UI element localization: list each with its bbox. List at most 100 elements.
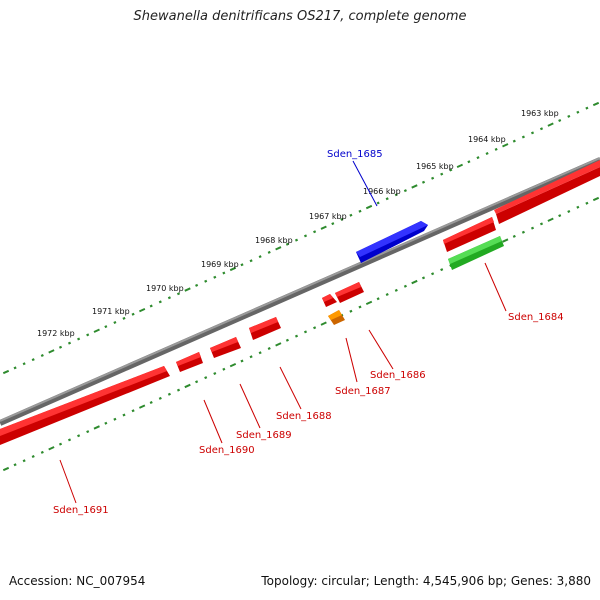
leader-sden-1685 [352, 160, 378, 207]
outer-tick [421, 180, 426, 184]
outer-tick [77, 337, 81, 341]
kbp-label-1968: 1968 kbp [255, 236, 293, 245]
inner-tick [104, 421, 108, 425]
outer-tick [13, 366, 17, 370]
outer-tick [167, 296, 171, 300]
leader-sden-1686 [368, 329, 394, 370]
kbp-label-1965: 1965 kbp [416, 162, 454, 171]
inner-tick [204, 376, 208, 380]
outer-tick [195, 283, 199, 287]
inner-tick [502, 238, 509, 243]
outer-tick [385, 197, 389, 201]
leader-sden-1690 [203, 399, 223, 444]
gene-sden-1688[interactable] [249, 317, 281, 340]
gene-sden-1684[interactable] [443, 217, 496, 252]
inner-tick [267, 346, 271, 351]
inner-tick [411, 279, 418, 285]
inner-tick [313, 326, 317, 330]
leader-sden-1688 [279, 366, 302, 410]
outer-tick [539, 127, 544, 131]
outer-tick [213, 275, 217, 279]
outer-tick [204, 279, 208, 283]
gene-sden-1691[interactable] [0, 366, 170, 445]
inner-tick [585, 201, 589, 205]
inner-tick [213, 371, 217, 376]
leader-sden-1684 [484, 262, 507, 312]
gene-sden-1684-green[interactable] [448, 236, 504, 270]
leader-sden-1691 [59, 459, 77, 504]
inner-tick [539, 222, 544, 226]
label-sden-1688[interactable]: Sden_1688 [276, 411, 332, 422]
outer-tick [485, 151, 489, 156]
label-sden-1689[interactable]: Sden_1689 [236, 430, 292, 441]
genome-summary-text: Topology: circular; Length: 4,545,906 bp… [261, 574, 591, 588]
outer-tick [149, 304, 153, 308]
inner-tick [184, 383, 191, 389]
outer-tick [267, 250, 271, 254]
outer-tick [184, 287, 191, 292]
outer-tick [349, 213, 353, 217]
gene-sden-1685[interactable] [356, 221, 428, 263]
label-sden-1684[interactable]: Sden_1684 [508, 312, 564, 323]
label-sden-1686[interactable]: Sden_1686 [370, 370, 426, 381]
outer-tick [567, 114, 571, 118]
outer-tick [229, 266, 237, 272]
gene-sden-1686[interactable] [335, 282, 364, 303]
outer-tick [104, 325, 108, 329]
genome-backbone [0, 157, 600, 426]
genome-title: Shewanella denitrificans OS217, complete… [133, 9, 467, 24]
inner-tick [440, 268, 444, 272]
inner-tick [320, 321, 327, 326]
outer-tick [176, 292, 181, 296]
inner-tick [122, 413, 126, 417]
outer-tick [240, 263, 244, 267]
kbp-label-1966: 1966 kbp [363, 187, 401, 196]
outer-tick [158, 300, 162, 304]
outer-tick [113, 320, 117, 325]
leader-sden-1689 [239, 383, 261, 429]
outer-tick [585, 106, 589, 110]
outer-tick [331, 222, 335, 226]
inner-tick [349, 309, 353, 313]
outer-tick [303, 234, 308, 238]
inner-tick [167, 392, 171, 396]
inner-tick [176, 388, 181, 392]
inner-tick [240, 359, 244, 363]
outer-tick [502, 143, 509, 148]
outer-tick [275, 246, 282, 251]
inner-tick [567, 209, 571, 214]
gene-sden-1687-small[interactable] [322, 294, 337, 307]
label-sden-1690[interactable]: Sden_1690 [199, 445, 255, 456]
outer-tick [547, 122, 554, 127]
outer-tick [521, 135, 525, 139]
outer-tick [394, 193, 398, 197]
outer-tick [86, 333, 90, 337]
outer-tick [31, 358, 35, 362]
inner-tick [558, 214, 562, 218]
inner-tick [195, 380, 199, 384]
inner-tick [512, 234, 516, 238]
leader-sden-1687 [345, 337, 358, 383]
gene-sden-1684-top[interactable] [494, 160, 600, 224]
inner-tick [2, 466, 10, 472]
inner-tick [376, 297, 380, 301]
inner-tick [294, 334, 299, 338]
outer-tick [58, 345, 63, 349]
label-sden-1691[interactable]: Sden_1691 [53, 505, 109, 516]
outer-tick [122, 316, 126, 320]
gene-sden-1687[interactable] [328, 310, 345, 325]
inner-tick [258, 351, 262, 355]
inner-tick [403, 284, 407, 288]
kbp-label-1972: 1972 kbp [37, 329, 75, 338]
inner-tick [86, 430, 90, 434]
gene-sden-1690[interactable] [176, 352, 203, 372]
inner-tick [530, 226, 535, 230]
inner-tick [385, 292, 389, 297]
outer-tick [249, 259, 253, 263]
inner-tick [285, 338, 289, 342]
gene-sden-1689[interactable] [210, 337, 241, 358]
label-sden-1685[interactable]: Sden_1685 [327, 149, 383, 160]
outer-tick-row [2, 101, 600, 375]
inner-tick [77, 434, 81, 438]
label-sden-1687[interactable]: Sden_1687 [335, 386, 391, 397]
